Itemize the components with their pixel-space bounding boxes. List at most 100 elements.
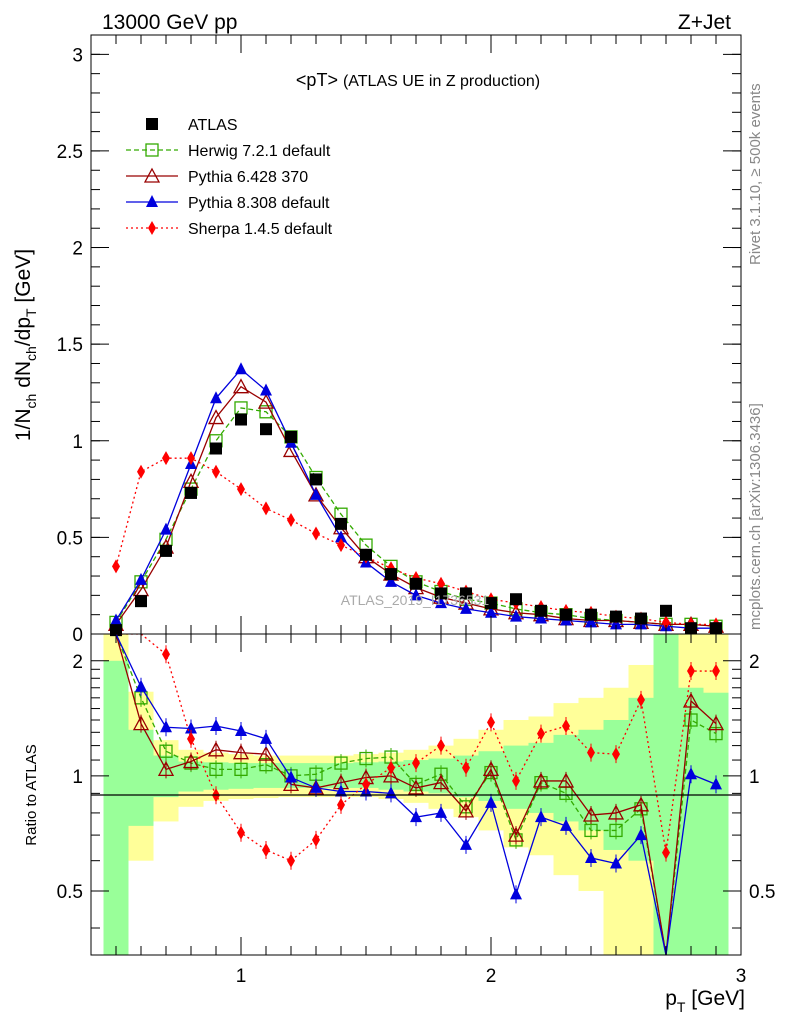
- ratio-series-group: [115, 634, 725, 955]
- rivet-label: Rivet 3.1.10, ≥ 500k events: [747, 83, 764, 265]
- ratio-point: [710, 777, 722, 790]
- ratio-point: [257, 745, 275, 761]
- data-point: [560, 608, 572, 621]
- ratio-series-pythia-8-308-default: [115, 634, 722, 955]
- data-point: [585, 615, 597, 628]
- x-tick-label: 1: [236, 966, 247, 987]
- data-point: [337, 538, 345, 553]
- ratio-y-tick-label: 2: [72, 652, 83, 673]
- ratio-point: [609, 823, 623, 838]
- y-tick-label: 1: [72, 432, 83, 453]
- ratio-point: [560, 818, 572, 831]
- legend-label: Sherpa 1.4.5 default: [188, 221, 333, 238]
- ratio-point: [260, 731, 272, 744]
- ratio-y-tick-label-right: 0.5: [749, 882, 775, 903]
- data-point: [335, 517, 347, 530]
- data-point: [260, 423, 272, 436]
- ratio-point: [337, 797, 345, 812]
- green-band-bin: [103, 660, 129, 955]
- ratio-y-tick-label: 0.5: [57, 882, 83, 903]
- legend-marker: [146, 118, 158, 130]
- ratio-point: [610, 856, 622, 869]
- ratio-point: [707, 715, 725, 731]
- data-point: [662, 615, 670, 630]
- data-point: [385, 568, 397, 581]
- ratio-point: [662, 845, 670, 860]
- data-point: [259, 405, 273, 419]
- ratio-point: [582, 806, 600, 822]
- ratio-point: [359, 751, 373, 766]
- x-tick-label: 2: [486, 966, 497, 987]
- header-process: Z+Jet: [678, 11, 731, 34]
- ratio-point: [159, 744, 173, 758]
- data-point: [485, 597, 497, 610]
- chart-title: <pT> (ATLAS UE in Z production): [296, 70, 540, 90]
- ratio-y-tick-label-right: 1: [749, 767, 760, 788]
- main-series-group: [107, 362, 725, 637]
- ratio-point: [510, 887, 522, 900]
- data-point: [360, 548, 372, 561]
- data-point: [437, 576, 445, 591]
- ratio-point: [160, 720, 172, 733]
- data-point: [262, 501, 270, 516]
- ratio-point: [182, 753, 200, 769]
- data-point: [207, 409, 225, 425]
- ratio-y-axis-label: Ratio to ATLAS: [23, 744, 40, 845]
- ratio-point: [132, 715, 150, 731]
- ratio-point: [235, 724, 247, 737]
- y-tick-label: 0: [72, 625, 83, 646]
- data-point: [210, 442, 222, 455]
- green-band-bin: [678, 687, 704, 955]
- data-point: [460, 601, 472, 614]
- ratio-point: [712, 664, 720, 679]
- ratio-point: [507, 826, 525, 842]
- ratio-point: [157, 760, 175, 777]
- data-point: [110, 613, 122, 626]
- legend-marker: [148, 221, 156, 235]
- mcplots-label: mcplots.cern.ch [arXiv:1306.3436]: [747, 403, 764, 630]
- header-energy: 13000 GeV pp: [102, 11, 237, 34]
- ratio-point: [607, 804, 625, 820]
- ratio-point: [237, 825, 245, 840]
- ratio-point: [312, 832, 320, 847]
- y-tick-label: 3: [72, 45, 83, 66]
- data-point: [410, 577, 422, 590]
- axes-group: 0 0.5 1 1.5 2 2.5 3 1 2 3 0.5 0.5 1 1 2 2: [57, 35, 775, 987]
- data-point: [287, 512, 295, 527]
- ratio-point: [535, 810, 547, 823]
- ratio-y-tick-label: 1: [72, 767, 83, 788]
- ratio-point: [457, 802, 475, 818]
- data-point: [460, 587, 472, 600]
- ratio-point: [687, 664, 695, 679]
- legend-marker: [143, 167, 161, 183]
- legend-label: ATLAS: [188, 117, 238, 134]
- ratio-point: [209, 762, 223, 777]
- data-point: [232, 378, 250, 394]
- legend-label: Pythia 6.428 370: [188, 169, 308, 186]
- data-point: [307, 486, 325, 502]
- y-tick-label: 2.5: [57, 142, 83, 163]
- data-point: [212, 464, 220, 479]
- data-point: [535, 604, 547, 617]
- data-point: [235, 362, 247, 375]
- ratio-point: [485, 795, 497, 808]
- data-point: [310, 473, 322, 486]
- ratio-point: [362, 777, 370, 792]
- ratio-point: [287, 853, 295, 868]
- ratio-point: [282, 776, 300, 792]
- ratio-point: [135, 679, 147, 692]
- ratio-series-sherpa-1-4-5-default: [116, 634, 720, 870]
- ratio-point: [487, 715, 495, 730]
- ratio-point: [234, 762, 248, 777]
- ratio-point: [632, 796, 650, 812]
- data-point: [312, 526, 320, 541]
- data-point: [257, 393, 275, 409]
- data-point: [185, 486, 197, 499]
- data-point: [510, 593, 522, 606]
- ratio-point: [232, 744, 250, 760]
- y-tick-label: 2: [72, 239, 83, 260]
- data-point: [160, 522, 172, 535]
- ratio-point: [587, 745, 595, 760]
- data-point: [660, 604, 672, 617]
